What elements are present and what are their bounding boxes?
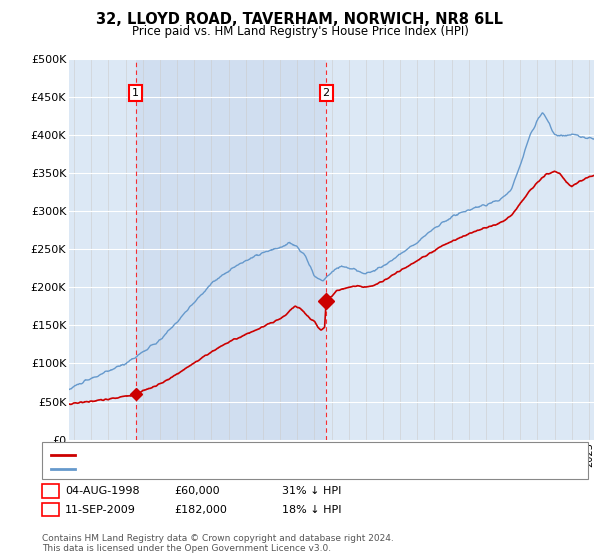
Bar [136,59,326,440]
Text: £60,000: £60,000 [174,486,220,496]
Text: HPI: Average price, detached house, Broadland: HPI: Average price, detached house, Broa… [81,464,327,474]
Text: 32, LLOYD ROAD, TAVERHAM, NORWICH, NR8 6LL: 32, LLOYD ROAD, TAVERHAM, NORWICH, NR8 6… [97,12,503,27]
Text: 04-AUG-1998: 04-AUG-1998 [65,486,139,496]
Text: Price paid vs. HM Land Registry's House Price Index (HPI): Price paid vs. HM Land Registry's House … [131,25,469,38]
Text: 2: 2 [323,88,330,98]
Text: 32, LLOYD ROAD, TAVERHAM, NORWICH, NR8 6LL (detached house): 32, LLOYD ROAD, TAVERHAM, NORWICH, NR8 6… [81,450,433,460]
Text: Contains HM Land Registry data © Crown copyright and database right 2024.
This d: Contains HM Land Registry data © Crown c… [42,534,394,553]
Text: 2: 2 [47,505,54,515]
Text: 11-SEP-2009: 11-SEP-2009 [65,505,136,515]
Text: £182,000: £182,000 [174,505,227,515]
Text: 31% ↓ HPI: 31% ↓ HPI [282,486,341,496]
Text: 1: 1 [47,486,54,496]
Text: 18% ↓ HPI: 18% ↓ HPI [282,505,341,515]
Text: 1: 1 [132,88,139,98]
